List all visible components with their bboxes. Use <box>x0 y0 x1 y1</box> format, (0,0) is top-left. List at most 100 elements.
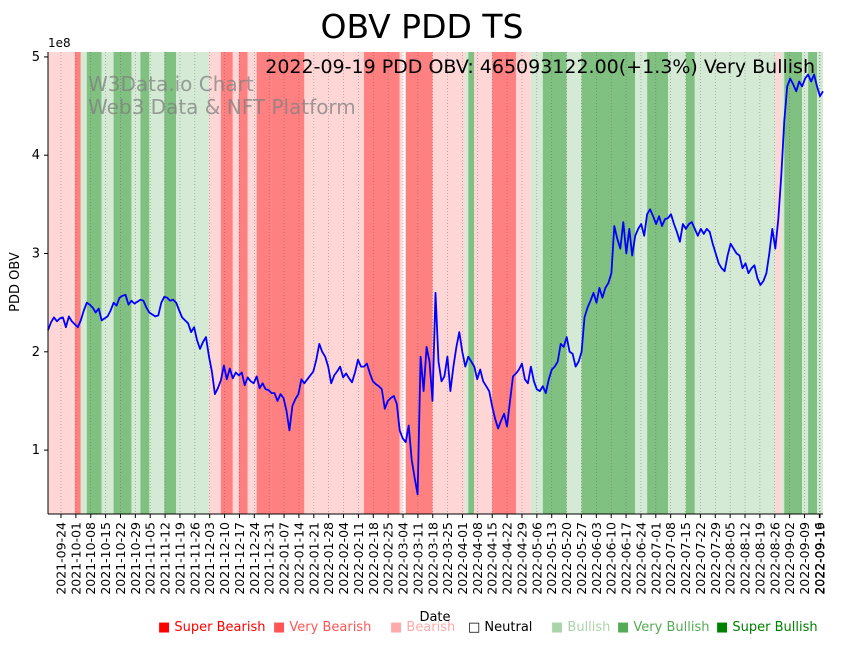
x-tick-label-33: 2022-05-13 <box>544 522 559 595</box>
region-6 <box>101 52 114 514</box>
x-tick-label-48: 2022-08-26 <box>767 522 782 595</box>
last-value-annotation: 2022-09-19 PDD OBV: 465093122.00(+1.3%) … <box>265 56 815 78</box>
x-tick-label-50: 2022-09-09 <box>797 522 812 595</box>
legend-item-1: ■ Very Bearish <box>273 620 372 635</box>
vertical-gridlines <box>60 52 821 514</box>
x-tick-label-41: 2022-07-08 <box>663 522 678 595</box>
x-tick-label-49: 2022-09-02 <box>782 522 797 595</box>
x-tick-label-32: 2022-05-06 <box>529 522 544 595</box>
region-26 <box>432 52 442 514</box>
x-tick-label-51: 2022-09-16 <box>812 522 827 595</box>
region-20 <box>304 52 314 514</box>
region-30 <box>474 52 493 514</box>
x-tick-label-30: 2022-04-22 <box>500 522 515 595</box>
x-tick-label-10: 2021-12-03 <box>202 522 217 595</box>
x-tick-label-8: 2021-11-19 <box>172 522 187 595</box>
region-31 <box>492 52 516 514</box>
region-8 <box>131 52 141 514</box>
region-28 <box>465 52 469 514</box>
region-2 <box>68 52 75 514</box>
x-tick-label-34: 2022-05-20 <box>559 522 574 595</box>
x-tick-label-43: 2022-07-22 <box>693 522 708 595</box>
region-41 <box>694 52 776 514</box>
x-tick-label-28: 2022-04-08 <box>470 522 485 595</box>
x-tick-label-45: 2022-08-05 <box>723 522 738 595</box>
x-tick-label-20: 2022-02-11 <box>351 522 366 595</box>
x-tick-label-47: 2022-08-19 <box>752 522 767 595</box>
x-tick-label-42: 2022-07-15 <box>678 522 693 595</box>
region-19 <box>271 52 305 514</box>
region-7 <box>113 52 132 514</box>
x-tick-label-46: 2022-08-12 <box>738 522 753 595</box>
chart-title: OBV PDD TS <box>321 7 524 46</box>
x-tick-label-40: 2022-07-01 <box>648 522 663 595</box>
x-tick-label-11: 2021-12-10 <box>217 522 232 595</box>
x-tick-label-25: 2022-03-18 <box>425 522 440 595</box>
region-5 <box>86 52 102 514</box>
x-tick-label-17: 2022-01-21 <box>306 522 321 595</box>
region-17 <box>247 52 257 514</box>
region-43 <box>781 52 785 514</box>
region-38 <box>647 52 668 514</box>
legend-item-0: ■ Super Bearish <box>158 620 266 635</box>
region-21 <box>313 52 364 514</box>
x-tick-label-19: 2022-02-04 <box>336 522 351 595</box>
x-tick-label-14: 2021-12-31 <box>262 522 277 595</box>
legend-item-2: ■ Bearish <box>390 620 456 635</box>
region-16 <box>238 52 248 514</box>
x-tick-label-52: 2022-09-19 <box>813 522 828 595</box>
x-tick-label-21: 2022-02-18 <box>366 522 381 595</box>
x-tick-label-13: 2021-12-24 <box>247 522 262 595</box>
x-tick-label-1: 2021-10-01 <box>68 522 83 595</box>
region-11 <box>164 52 177 514</box>
x-tick-label-29: 2022-04-15 <box>485 522 500 595</box>
x-tick-label-5: 2021-10-29 <box>128 522 143 595</box>
watermark-line-2: Web3 Data & NFT Platform <box>88 95 356 119</box>
region-46 <box>808 52 818 514</box>
x-tick-label-35: 2022-05-27 <box>574 522 589 595</box>
x-tick-label-31: 2022-04-29 <box>514 522 529 595</box>
x-tick-label-4: 2021-10-22 <box>113 522 128 595</box>
y-tick-label-3: 3 <box>32 247 40 262</box>
x-tick-label-2: 2021-10-08 <box>83 522 98 595</box>
region-27 <box>441 52 466 514</box>
obv-series <box>47 73 824 496</box>
region-9 <box>140 52 150 514</box>
sentiment-regions <box>48 52 823 514</box>
region-10 <box>149 52 165 514</box>
region-4 <box>80 52 87 514</box>
region-40 <box>685 52 695 514</box>
region-32 <box>515 52 531 514</box>
x-tick-label-27: 2022-04-01 <box>455 522 470 595</box>
region-42 <box>775 52 782 514</box>
x-tick-label-15: 2022-01-07 <box>277 522 292 595</box>
y-axis-multiplier: 1e8 <box>48 36 71 50</box>
region-23 <box>399 52 403 514</box>
region-39 <box>668 52 686 514</box>
x-tick-label-23: 2022-03-04 <box>396 522 411 595</box>
region-22 <box>363 52 400 514</box>
region-34 <box>542 52 567 514</box>
x-tick-label-0: 2021-09-24 <box>54 522 69 595</box>
legend-item-5: ■ Very Bullish <box>617 620 710 635</box>
y-tick-label-1: 1 <box>32 443 40 458</box>
legend-item-4: ■ Bullish <box>551 620 611 635</box>
y-tick-label-5: 5 <box>32 50 40 65</box>
region-35 <box>566 52 582 514</box>
region-45 <box>802 52 809 514</box>
region-0 <box>48 52 57 514</box>
x-tick-label-36: 2022-06-03 <box>589 522 604 595</box>
x-axis-label: Date <box>419 610 450 625</box>
region-18 <box>256 52 272 514</box>
x-tick-label-44: 2022-07-29 <box>708 522 723 595</box>
region-12 <box>176 52 209 514</box>
x-tick-label-24: 2022-03-11 <box>410 522 425 595</box>
region-14 <box>220 52 233 514</box>
watermark-line-1: W3Data.io Chart <box>88 72 254 96</box>
x-tick-label-9: 2021-11-26 <box>187 522 202 595</box>
x-axis-ticks: 2021-09-24 2021-10-01 2021-10-08 2021-10-15… <box>54 514 828 595</box>
y-axis-label: PDD OBV <box>8 252 23 312</box>
y-axis-ticks: 1 2 3 4 5 <box>32 50 48 458</box>
region-44 <box>784 52 803 514</box>
